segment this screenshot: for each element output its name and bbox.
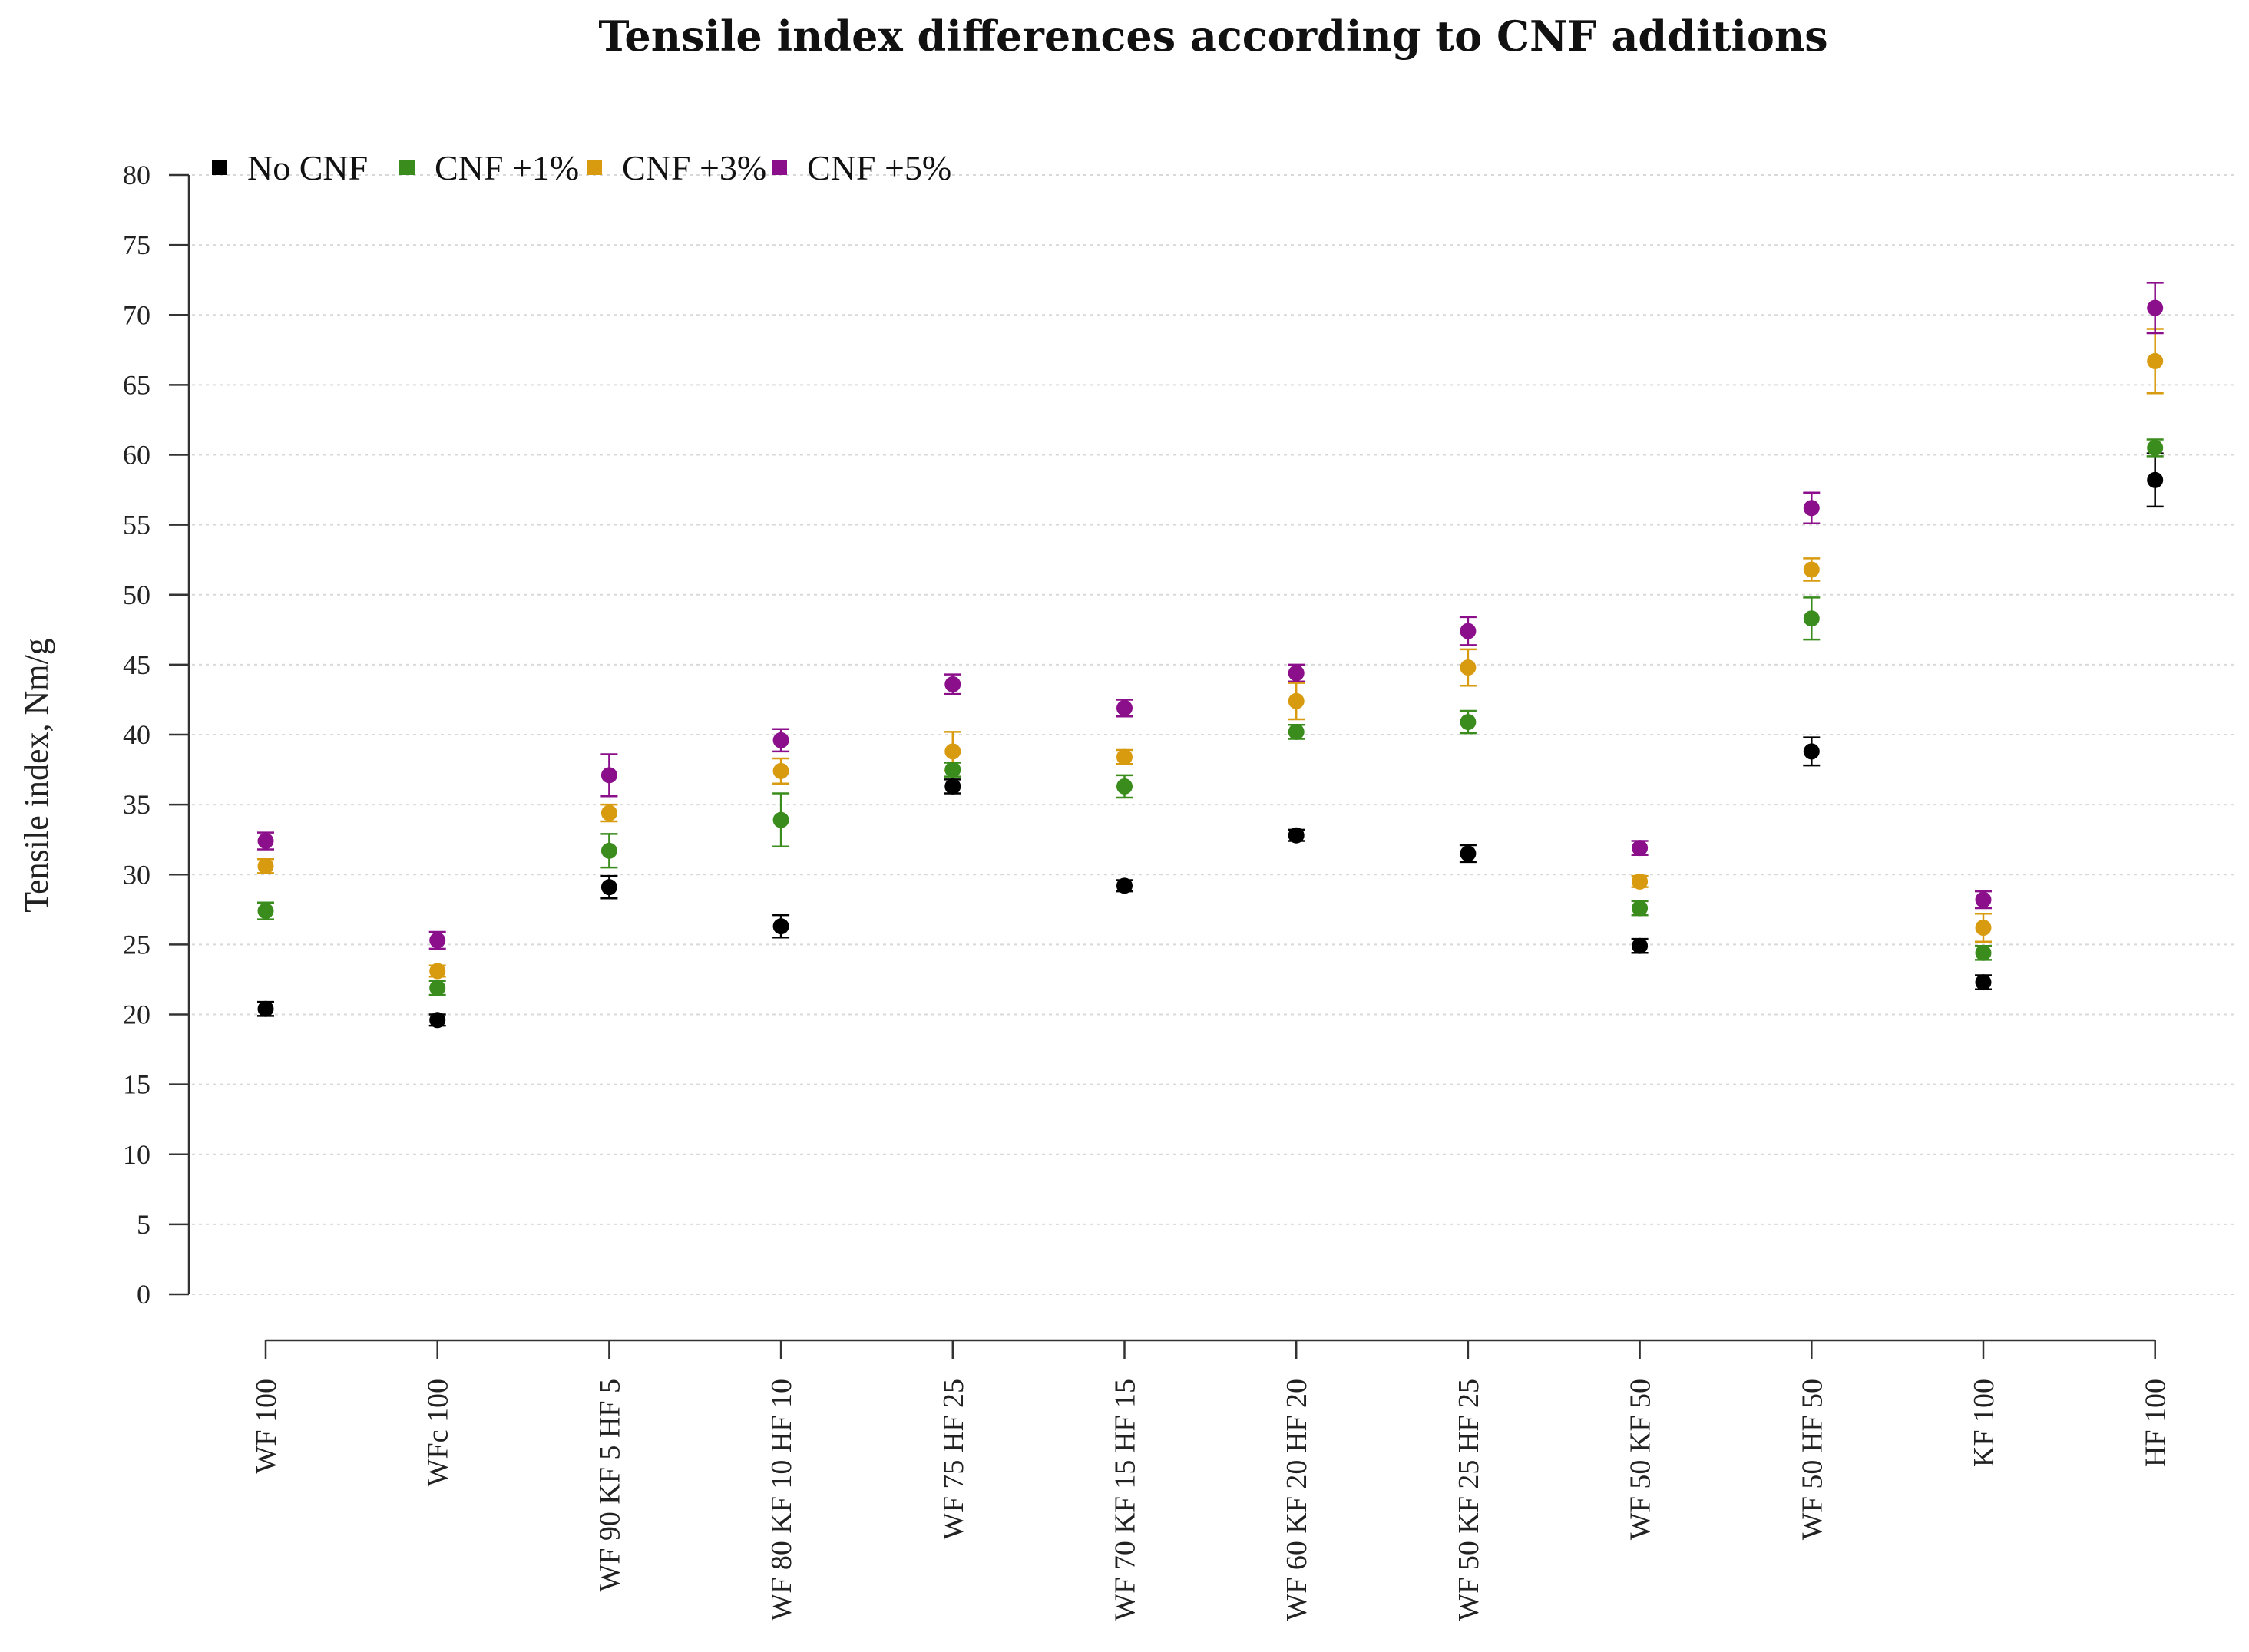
legend-swatch — [399, 160, 415, 175]
y-tick-label: 25 — [123, 929, 150, 960]
legend-label: CNF +3% — [622, 148, 766, 187]
data-point — [257, 857, 274, 874]
x-tick-label: WF 70 KF 15 HF 15 — [1110, 1379, 1142, 1621]
y-tick-label: 40 — [123, 719, 150, 750]
data-point — [1116, 778, 1133, 795]
data-point — [772, 918, 789, 935]
data-point — [1288, 827, 1305, 844]
x-tick-label: WFc 100 — [422, 1379, 455, 1486]
data-point — [429, 963, 446, 980]
data-point — [772, 762, 789, 779]
data-point — [600, 805, 617, 821]
legend-swatch — [772, 160, 787, 175]
y-tick-label: 75 — [123, 230, 150, 260]
data-point — [1803, 610, 1820, 627]
data-point — [2147, 439, 2164, 456]
legend-item: CNF +3% — [587, 148, 766, 187]
legend-item: CNF +5% — [772, 148, 951, 187]
data-point — [257, 1000, 274, 1017]
data-point — [1116, 748, 1133, 765]
data-point — [1975, 920, 1992, 937]
data-point — [1803, 500, 1820, 517]
data-point — [600, 879, 617, 896]
x-tick-label: WF 60 KF 20 HF 20 — [1281, 1379, 1313, 1621]
y-tick-label: 60 — [123, 440, 150, 471]
gridlines — [192, 174, 2236, 1295]
data-point — [1460, 659, 1477, 676]
y-tick-label: 10 — [123, 1139, 150, 1170]
data-point — [944, 743, 961, 760]
data-point — [2147, 352, 2164, 369]
y-axis-ticks: 0 5 10 15 20 25 30 35 40 45 50 55 60 65 70 75 80 — [123, 160, 189, 1310]
y-axis-label: Tensile index, Nm/g — [18, 638, 55, 912]
data-point — [429, 1012, 446, 1029]
y-tick-label: 15 — [123, 1069, 150, 1100]
legend-label: CNF +5% — [807, 148, 951, 187]
data-point — [1975, 944, 1992, 961]
data-point — [944, 676, 961, 692]
data-point — [429, 932, 446, 949]
data-point — [1288, 665, 1305, 682]
data-point — [1460, 714, 1477, 731]
y-tick-label: 30 — [123, 859, 150, 890]
y-tick-label: 50 — [123, 580, 150, 610]
x-tick-label: WF 50 KF 25 HF 25 — [1453, 1379, 1485, 1621]
data-point — [944, 778, 961, 795]
legend-item: CNF +1% — [399, 148, 579, 187]
data-point — [1632, 900, 1649, 917]
legend-swatch — [212, 160, 227, 175]
data-point — [429, 980, 446, 996]
data-point — [1975, 974, 1992, 991]
data-point — [772, 811, 789, 828]
data-point — [1288, 692, 1305, 709]
y-tick-label: 0 — [137, 1279, 150, 1310]
data-point — [1632, 873, 1649, 890]
data-point — [1116, 877, 1133, 894]
x-tick-label: WF 100 — [250, 1379, 283, 1474]
y-tick-label: 45 — [123, 649, 150, 680]
data-point — [1632, 840, 1649, 857]
data-point — [1116, 699, 1133, 716]
legend: No CNF CNF +1% CNF +3% CNF +5% — [212, 148, 951, 187]
legend-item: No CNF — [212, 148, 368, 187]
y-tick-label: 55 — [123, 510, 150, 540]
y-tick-label: 80 — [123, 160, 150, 190]
x-tick-label: KF 100 — [1968, 1379, 2000, 1467]
y-tick-label: 65 — [123, 369, 150, 400]
y-tick-label: 70 — [123, 299, 150, 330]
data-point — [2147, 299, 2164, 316]
data-point — [1460, 845, 1477, 862]
data-point — [1803, 743, 1820, 760]
legend-label: No CNF — [247, 148, 368, 187]
chart-title: Tensile index differences according to C… — [598, 12, 1827, 61]
data-point — [944, 762, 961, 778]
data-point — [600, 842, 617, 859]
x-tick-label: WF 80 KF 10 HF 10 — [766, 1379, 798, 1621]
x-tick-label: WF 50 HF 50 — [1796, 1379, 1828, 1540]
y-tick-label: 20 — [123, 999, 150, 1030]
legend-label: CNF +1% — [435, 148, 579, 187]
data-point — [2147, 471, 2164, 488]
data-points — [257, 299, 2164, 1029]
data-point — [600, 767, 617, 784]
legend-swatch — [587, 160, 602, 175]
x-tick-label: HF 100 — [2140, 1379, 2172, 1467]
axes — [187, 175, 2155, 1342]
y-tick-label: 35 — [123, 789, 150, 820]
data-point — [1803, 561, 1820, 578]
x-tick-label: WF 50 KF 50 — [1625, 1379, 1657, 1540]
data-point — [1632, 937, 1649, 954]
data-point — [1975, 891, 1992, 908]
error-bars — [257, 282, 2164, 1027]
x-tick-label: WF 75 HF 25 — [938, 1379, 970, 1540]
x-tick-label: WF 90 KF 5 HF 5 — [594, 1379, 626, 1592]
x-axis-ticks: WF 100 WFc 100 WF 90 KF 5 HF 5 WF 80 KF 10 … — [250, 1340, 2172, 1621]
data-point — [257, 903, 274, 920]
data-point — [1460, 623, 1477, 639]
data-point — [257, 833, 274, 850]
data-point — [772, 732, 789, 748]
data-point — [1288, 723, 1305, 740]
y-tick-label: 5 — [137, 1209, 150, 1240]
